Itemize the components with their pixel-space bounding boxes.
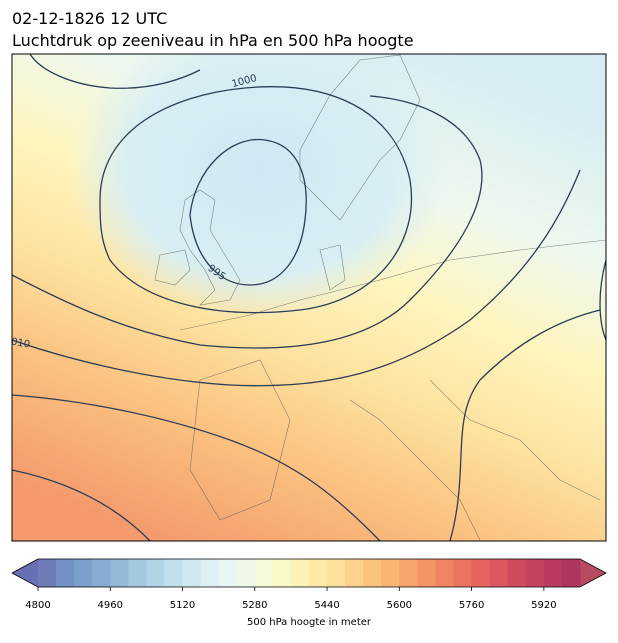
colorbar-segment <box>543 559 563 587</box>
colorbar-tick-label: 4960 <box>98 600 123 611</box>
colorbar-segment <box>236 559 256 587</box>
colorbar-segment <box>345 559 364 587</box>
colorbar-segment <box>327 559 346 587</box>
colorbar-segment <box>399 559 418 587</box>
colorbar-tick-label: 5600 <box>387 600 412 611</box>
colorbar-over <box>580 559 606 587</box>
colorbar-segment <box>525 559 545 587</box>
colorbar-segment <box>309 559 328 587</box>
colorbar-segment <box>164 559 184 587</box>
colorbar-segment <box>507 559 527 587</box>
colorbar-tick-label: 5440 <box>314 600 339 611</box>
colorbar-segment <box>290 559 310 587</box>
colorbar-label: 500 hPa hoogte in meter <box>247 617 372 628</box>
colorbar-segment <box>92 559 111 587</box>
colorbar-segment <box>453 559 473 587</box>
isobar <box>12 169 581 387</box>
colorbar-tick-label: 5760 <box>459 600 484 611</box>
colorbar-segment <box>110 559 129 587</box>
colorbar-segment <box>272 559 292 587</box>
isobar <box>99 86 413 314</box>
colorbar-segment <box>471 559 491 587</box>
colorbar-segment <box>363 559 382 587</box>
colorbar-segment <box>561 559 581 587</box>
isobar <box>12 469 151 541</box>
colorbar-segment <box>218 559 238 587</box>
isobar <box>599 259 606 341</box>
colorbar-segment <box>56 559 75 587</box>
isobar <box>29 54 201 89</box>
contour-label: 010 <box>10 336 31 350</box>
colorbar-segment <box>200 559 220 587</box>
colorbar-segment <box>489 559 509 587</box>
colorbar-segment <box>254 559 274 587</box>
isobar <box>12 95 483 349</box>
colorbar-segment <box>381 559 400 587</box>
colorbar-segment <box>146 559 165 587</box>
map-frame <box>11 53 607 542</box>
colorbar-tick-label: 5280 <box>242 600 267 611</box>
isobar <box>12 394 381 541</box>
title: 02-12-1826 12 UTC <box>12 9 167 28</box>
subtitle: Luchtdruk op zeeniveau in hPa en 500 hPa… <box>12 31 414 50</box>
isobar <box>189 138 307 286</box>
colorbar-segment <box>182 559 202 587</box>
colorbar: 4800 4960 5120 5280 5440 5600 5760 5920 <box>11 558 607 611</box>
colorbar-tick-label: 5120 <box>170 600 195 611</box>
colorbar-segment <box>74 559 93 587</box>
colorbar-segment <box>128 559 147 587</box>
low-area <box>70 54 450 320</box>
colorbar-outline <box>11 558 607 588</box>
colorbar-segment <box>417 559 436 587</box>
map: 1000 995 010 <box>10 54 606 541</box>
coastline <box>154 54 606 541</box>
colorbar-segment <box>38 559 57 587</box>
colorbar-tick-label: 4800 <box>25 600 50 611</box>
colorbar-under <box>12 559 38 587</box>
isobar <box>449 309 601 541</box>
colorbar-tick-label: 5920 <box>531 600 556 611</box>
colorbar-segment <box>435 559 455 587</box>
